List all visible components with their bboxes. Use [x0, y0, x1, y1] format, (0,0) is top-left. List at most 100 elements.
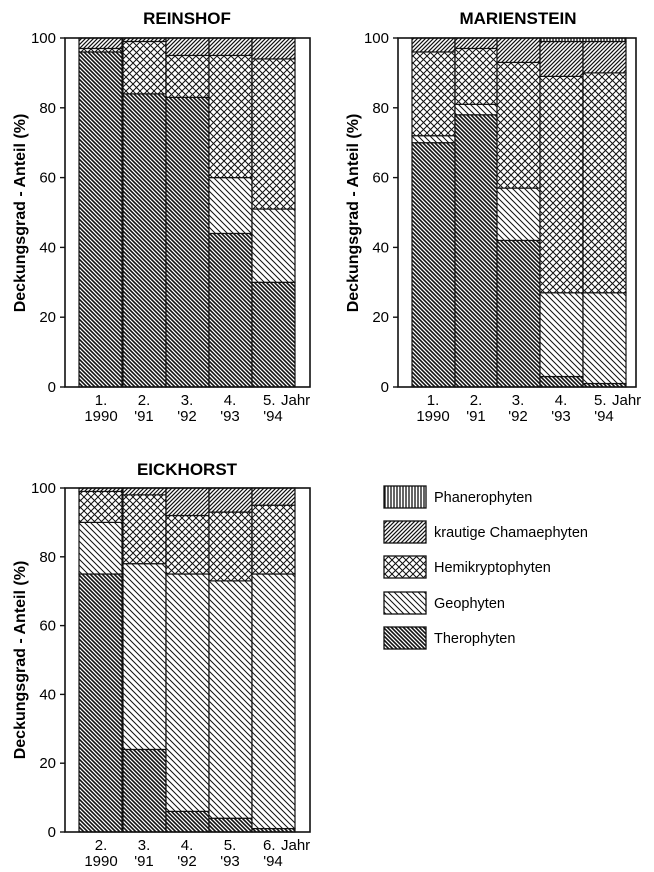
bar-segment-hemikryptophyten [582, 72, 627, 294]
panel-marienstein: MARIENSTEIN Deckungsgrad - Anteil (%) 0 2… [345, 9, 641, 425]
legend-label-phanerophyten: Phanerophyten [434, 490, 532, 506]
x-tick-date-1: 1990 [84, 408, 117, 425]
legend-swatch-geophyten [383, 591, 427, 615]
y-tick-label: 60 [39, 170, 56, 187]
y-tick-label: 80 [372, 100, 389, 117]
y-tick-label: 100 [31, 480, 56, 497]
y-tick-label: 0 [381, 379, 389, 396]
x-tick-date-5: '94 [263, 853, 283, 870]
bar-segment-hemikryptophyten [208, 511, 253, 582]
bar-segment-geophyten [208, 580, 253, 819]
bar-segment-krautige-chamaephyten [251, 37, 296, 60]
x-tick-year-2: 2. [138, 392, 151, 409]
x-tick-year-3: 4. [181, 837, 194, 854]
x-tick-year-5: 5. [263, 392, 276, 409]
x-tick-date-4: '93 [551, 408, 571, 425]
y-tick-label: 100 [31, 30, 56, 47]
bar-segment-therophyten [165, 96, 210, 388]
chart-title: EICKHORST [137, 460, 238, 479]
bar-segment-geophyten [411, 135, 456, 144]
bars [78, 37, 296, 388]
bar-segment-hemikryptophyten [251, 58, 296, 210]
x-axis-labels: 2. 1990 3. '91 4. '92 5. '93 6. '94 Jahr [84, 837, 310, 870]
bar-segment-krautige-chamaephyten [411, 37, 456, 53]
legend-label-therophyten: Therophyten [434, 631, 515, 647]
x-tick-date-2: '91 [134, 408, 154, 425]
bar-segment-geophyten [78, 521, 123, 575]
panel-reinshof: REINSHOF Deckungsgrad - Anteil (%) 0 20 40… [12, 9, 311, 425]
y-tick-label: 20 [39, 755, 56, 772]
bar-segment-hemikryptophyten [122, 40, 167, 95]
bar-segment-therophyten [539, 375, 584, 388]
bar-segment-hemikryptophyten [208, 54, 253, 179]
y-tick-label: 20 [39, 309, 56, 326]
bars [78, 487, 296, 833]
y-tick-label: 80 [39, 549, 56, 566]
x-tick-year-4: 4. [224, 392, 237, 409]
bar-segment-geophyten [208, 177, 253, 235]
x-tick-date-4: '93 [220, 853, 240, 870]
chart-title: MARIENSTEIN [459, 9, 576, 28]
plot-frame [397, 37, 637, 388]
bar-segment-hemikryptophyten [165, 514, 210, 575]
x-tick-year-1: 1. [427, 392, 440, 409]
bar-segment-hemikryptophyten [78, 490, 123, 524]
bar-segment-hemikryptophyten [454, 47, 499, 105]
plot-frame [64, 487, 311, 833]
bar-segment-therophyten [78, 51, 123, 388]
bar-segment-krautige-chamaephyten [454, 37, 499, 50]
bar-segment-hemikryptophyten [165, 54, 210, 98]
bar-segment-geophyten [251, 573, 296, 830]
bar-segment-therophyten [251, 281, 296, 388]
x-axis-unit: Jahr [612, 392, 641, 409]
bar-segment-therophyten [496, 239, 541, 388]
x-tick-year-5: 6. [263, 837, 276, 854]
x-axis-labels: 1. 1990 2. '91 3. '92 4. '93 5. '94 Jahr [416, 392, 641, 425]
bar-segment-therophyten [165, 810, 210, 833]
x-tick-date-2: '91 [466, 408, 486, 425]
y-tick-label: 40 [39, 686, 56, 703]
bar-segment-geophyten [122, 563, 167, 751]
bar-segment-therophyten [454, 114, 499, 388]
bar-segment-geophyten [496, 187, 541, 242]
bar-segment-krautige-chamaephyten [582, 40, 627, 74]
bar-segment-hemikryptophyten [251, 504, 296, 575]
bar-segment-therophyten [122, 93, 167, 388]
y-tick-label: 0 [48, 379, 56, 396]
bar-segment-krautige-chamaephyten [496, 37, 541, 64]
y-axis-label: Deckungsgrad - Anteil (%) [12, 114, 29, 313]
bar-segment-krautige-chamaephyten [165, 487, 210, 517]
x-tick-year-2: 2. [470, 392, 483, 409]
x-tick-year-1: 2. [95, 837, 108, 854]
y-tick-label: 20 [372, 309, 389, 326]
y-axis: 0 20 40 60 80 100 [31, 480, 65, 841]
bar-segment-krautige-chamaephyten [78, 37, 123, 50]
legend-label-hemikryptophyten: Hemikryptophyten [434, 560, 551, 576]
bar-segment-krautige-chamaephyten [251, 487, 296, 506]
legend-swatch-phanerophyten [383, 485, 427, 509]
x-tick-date-5: '94 [263, 408, 283, 425]
x-axis-unit: Jahr [281, 392, 310, 409]
bar-segment-geophyten [454, 103, 499, 116]
bar-segment-hemikryptophyten [539, 75, 584, 294]
bar-segment-geophyten [165, 573, 210, 812]
x-tick-year-5: 5. [594, 392, 607, 409]
bar-segment-geophyten [251, 208, 296, 283]
x-tick-date-3: '92 [508, 408, 528, 425]
legend-label-krautige-chamaephyten: krautige Chamaephyten [434, 525, 588, 541]
y-axis: 0 20 40 60 80 100 [364, 30, 398, 396]
x-tick-date-4: '93 [220, 408, 240, 425]
bar-segment-therophyten [208, 817, 253, 833]
y-axis-label: Deckungsgrad - Anteil (%) [345, 114, 362, 313]
x-tick-year-4: 5. [224, 837, 237, 854]
bar-segment-hemikryptophyten [496, 61, 541, 189]
plot-frame [64, 37, 311, 388]
y-tick-label: 60 [39, 618, 56, 635]
bar-segment-krautige-chamaephyten [208, 487, 253, 513]
x-tick-year-3: 3. [512, 392, 525, 409]
x-tick-date-1: 1990 [84, 853, 117, 870]
bar-segment-hemikryptophyten [122, 494, 167, 565]
y-tick-label: 40 [39, 239, 56, 256]
x-tick-year-3: 3. [181, 392, 194, 409]
